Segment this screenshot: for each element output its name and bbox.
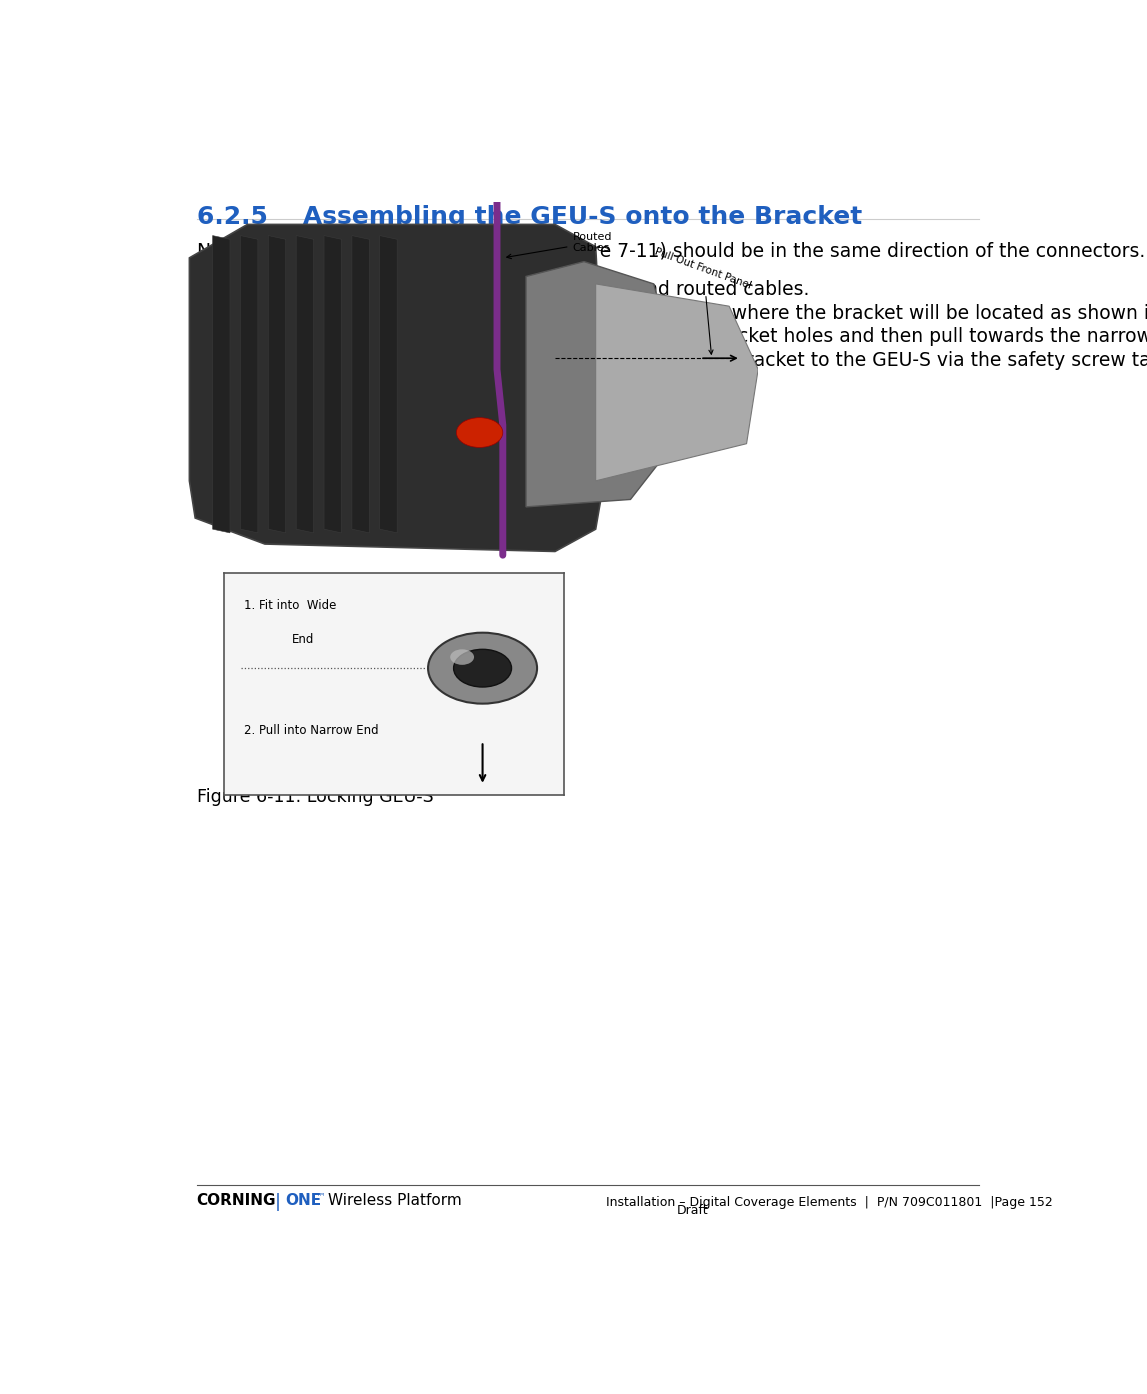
Text: 1. Fit into  Wide: 1. Fit into Wide [244,599,336,612]
Polygon shape [212,236,231,533]
Polygon shape [296,236,313,533]
Circle shape [457,418,502,447]
Circle shape [428,633,537,704]
Polygon shape [241,236,258,533]
Polygon shape [380,236,397,533]
Text: Installation – Digital Coverage Elements  |  P/N 709C011801  |Page 152: Installation – Digital Coverage Elements… [606,1196,1052,1209]
Polygon shape [352,236,369,533]
Circle shape [451,650,474,665]
Text: |: | [275,1193,281,1211]
Text: Note: The safety screw tab (circled in Figure 7-11) should be in the same direct: Note: The safety screw tab (circled in F… [197,243,1145,262]
Polygon shape [325,236,342,533]
Circle shape [453,650,512,687]
Polygon shape [268,236,286,533]
Text: 1.  Hold the GEU-S near the mounting bracket and routed cables.: 1. Hold the GEU-S near the mounting brac… [197,280,809,298]
Polygon shape [189,224,607,552]
Text: CORNING: CORNING [197,1193,276,1209]
Text: ™: ™ [315,1192,326,1202]
Polygon shape [595,284,758,481]
Text: 2. Pull into Narrow End: 2. Pull into Narrow End [244,723,379,736]
Text: Figure 6-11: Locking GEU-S: Figure 6-11: Locking GEU-S [197,788,434,806]
Text: ONE: ONE [286,1193,321,1209]
Text: End: End [291,633,314,645]
Text: Wireless Platform: Wireless Platform [328,1193,462,1209]
Text: Pull Out Front Panel: Pull Out Front Panel [654,247,752,354]
Text: Draft: Draft [677,1204,709,1217]
Text: Routed
Cables: Routed Cables [507,231,612,259]
Polygon shape [526,262,677,507]
Text: 4.  Using the provided screw (SEM 8-32X3/8), secure the bracket to the GEU-S via: 4. Using the provided screw (SEM 8-32X3/… [197,351,1147,369]
Text: 3.  Insert the four GEU-S pins into the wide end of the bracket holes and then p: 3. Insert the four GEU-S pins into the w… [197,328,1147,346]
Text: 2.  Route the cables towards the front panel connectors, where the bracket will : 2. Route the cables towards the front pa… [197,304,1147,322]
Text: 6.2.5    Assembling the GEU-S onto the Bracket: 6.2.5 Assembling the GEU-S onto the Brac… [197,205,861,229]
